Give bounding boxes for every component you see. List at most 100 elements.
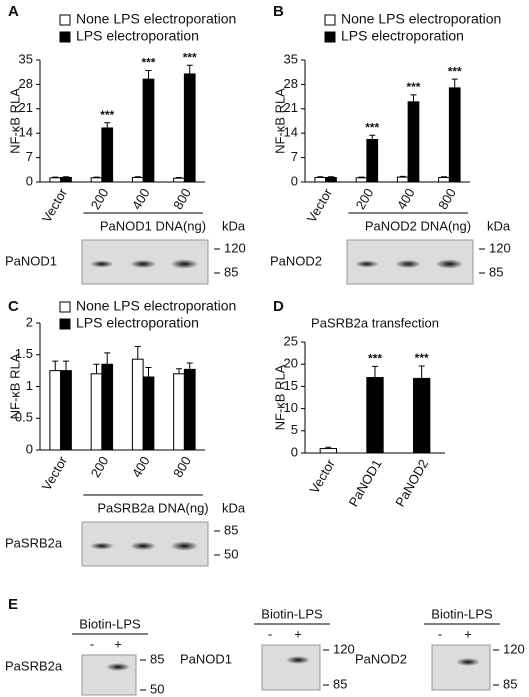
x-tick-label: Vector — [39, 453, 71, 493]
error-bar — [399, 175, 406, 178]
legend-label: None LPS electroporation — [76, 11, 236, 27]
y-tick-label: 28 — [284, 76, 298, 91]
bar — [142, 78, 155, 183]
blot-label: PaNOD1 — [180, 651, 232, 666]
bar — [173, 373, 185, 451]
legend-label: LPS electroporation — [76, 28, 199, 44]
error-bar — [325, 446, 332, 449]
error-bar — [93, 363, 100, 374]
panel-letter: C — [8, 298, 19, 315]
marker-label: 85 — [224, 522, 238, 537]
blot-header: Biotin-LPS — [79, 616, 141, 631]
blot — [261, 644, 321, 691]
lane-label: + — [464, 626, 472, 641]
x-tick-label: 200 — [88, 186, 112, 212]
y-axis-label: NF-κB RLA — [7, 88, 22, 154]
error-bar — [441, 176, 448, 178]
blot-band — [354, 260, 379, 268]
legend-swatch — [59, 301, 71, 313]
x-tick-label: 800 — [170, 454, 194, 480]
bar — [60, 176, 72, 183]
significance-label: *** — [141, 56, 155, 70]
bar — [90, 373, 103, 451]
blot-unit: kDa — [487, 218, 511, 233]
blot-header: Biotin-LPS — [261, 606, 323, 621]
blot-label: PaNOD1 — [5, 253, 57, 268]
blot-band — [170, 259, 199, 269]
bar — [355, 177, 368, 183]
x-tick-label: 400 — [129, 186, 153, 212]
blot-band — [170, 541, 199, 551]
blot-band — [456, 658, 480, 666]
x-tick-label: 800 — [435, 186, 459, 212]
error-bar — [451, 78, 458, 88]
bar — [131, 358, 144, 451]
x-tick-label: Vector — [39, 185, 71, 225]
y-tick-label: 7 — [26, 149, 33, 164]
blot — [431, 644, 491, 691]
lane-label: + — [294, 626, 302, 641]
y-tick-label: 21 — [284, 100, 298, 115]
error-bar — [104, 352, 111, 365]
legend-label: LPS electroporation — [76, 315, 199, 331]
y-tick-label: 10 — [284, 400, 298, 415]
bar — [448, 87, 461, 183]
marker-label: 50 — [224, 546, 238, 561]
bar — [173, 177, 185, 183]
legend-swatch — [59, 31, 71, 43]
chart-title: PaSRB2a transfection — [311, 315, 439, 330]
lane-label: - — [90, 636, 94, 651]
legend-swatch — [324, 14, 336, 26]
error-bar — [176, 176, 183, 179]
y-tick-label: 14 — [19, 125, 33, 140]
error-bar — [62, 176, 69, 178]
error-bar — [372, 365, 378, 378]
panel-letter: A — [8, 3, 19, 20]
y-tick-label: 20 — [284, 356, 298, 371]
y-tick-label: 28 — [19, 76, 33, 91]
marker-label: 120 — [224, 240, 246, 255]
error-bar — [410, 94, 417, 102]
bar — [319, 448, 337, 454]
blot-label: PaSRB2a — [5, 535, 63, 550]
error-bar — [145, 366, 152, 377]
x-tick-label: PaNOD1 — [346, 457, 385, 510]
panel-letter: D — [273, 298, 284, 315]
legend-swatch — [324, 31, 336, 43]
lane-label: + — [114, 636, 122, 651]
marker-label: 85 — [333, 676, 347, 691]
error-bar — [418, 365, 425, 379]
lane-label: - — [268, 626, 272, 641]
x-tick-label: PaNOD2 — [392, 457, 431, 510]
bar — [366, 377, 384, 454]
y-tick-label: 2 — [26, 314, 33, 329]
y-tick-label: 1 — [26, 378, 33, 393]
y-tick-label: 0 — [26, 441, 33, 456]
blot — [81, 654, 137, 696]
blot-label: PaNOD2 — [355, 651, 407, 666]
y-axis-label: NF-κB RLA — [272, 88, 287, 154]
x-tick-label: 400 — [129, 454, 153, 480]
blot-band — [89, 542, 114, 550]
bar — [325, 176, 337, 183]
error-bar — [327, 176, 334, 178]
marker-label: 85 — [150, 651, 164, 666]
y-axis-label: NF-κB RLA — [272, 364, 287, 430]
x-tick-label: 400 — [394, 186, 418, 212]
y-tick-label: 15 — [284, 378, 298, 393]
error-bar — [62, 360, 69, 371]
y-tick-label: 14 — [284, 125, 298, 140]
blot-band — [435, 259, 464, 269]
x-tick-label: Vector — [304, 185, 336, 225]
panel-letter: E — [8, 596, 18, 613]
bar — [183, 368, 196, 451]
blot-band — [130, 541, 157, 551]
y-tick-label: 1.5 — [15, 346, 33, 361]
error-bar — [134, 176, 141, 178]
bar — [49, 370, 62, 451]
significance-label: *** — [100, 108, 114, 122]
legend-label: None LPS electroporation — [76, 298, 236, 314]
marker-label: 85 — [489, 264, 503, 279]
panel-letter: B — [273, 3, 284, 20]
